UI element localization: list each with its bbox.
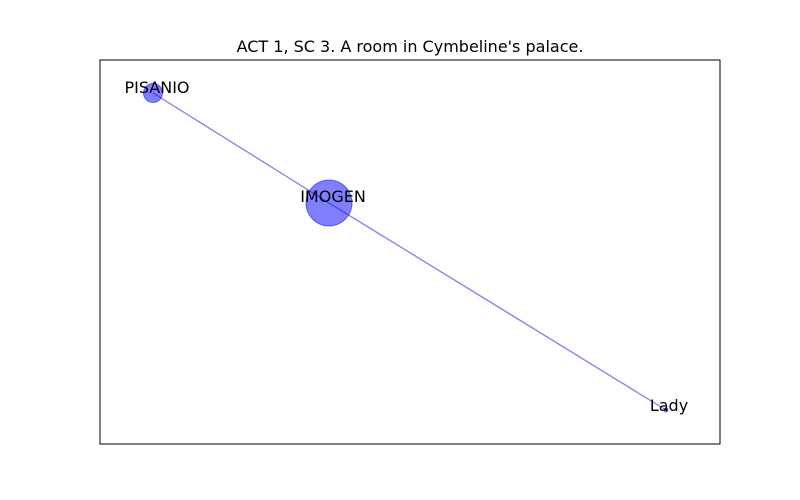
graph-title: ACT 1, SC 3. A room in Cymbeline's palac…	[237, 37, 584, 56]
node-label-pisanio: PISANIO	[124, 78, 189, 97]
node-label-imogen: IMOGEN	[300, 187, 366, 206]
node-label-lady: Lady	[650, 396, 688, 415]
